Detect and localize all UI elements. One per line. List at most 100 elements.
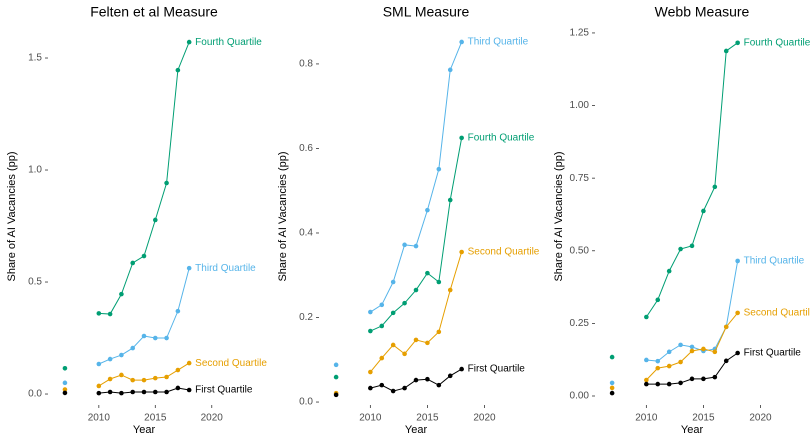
data-point: [368, 385, 373, 391]
series-line: [370, 41, 463, 313]
data-point: [425, 376, 430, 382]
data-point: [333, 362, 339, 368]
data-point: [119, 390, 124, 396]
data-point: [723, 48, 729, 54]
x-tick-label: 2015: [416, 413, 439, 424]
data-point: [62, 390, 68, 396]
data-point: [459, 366, 464, 372]
x-tick-label: 2010: [359, 413, 382, 424]
data-point: [175, 385, 181, 391]
y-tick-label: 0.0: [299, 397, 313, 408]
y-tick-label: 0.0: [28, 389, 42, 400]
data-point: [609, 390, 615, 396]
data-point: [96, 311, 102, 316]
x-axis-title: Year: [681, 424, 704, 436]
series-label: Third Quartile: [744, 256, 805, 267]
y-tick-label: 0.50: [570, 245, 590, 256]
data-point: [678, 380, 683, 386]
data-point: [425, 340, 430, 346]
series-line: [645, 42, 738, 318]
data-point: [425, 207, 430, 213]
series-label: First Quartile: [468, 364, 526, 375]
data-point: [644, 357, 649, 363]
data-point: [141, 253, 147, 259]
data-point: [119, 372, 124, 378]
data-point: [609, 354, 615, 360]
y-tick-label: 1.00: [570, 100, 590, 111]
panel-title: SML Measure: [383, 4, 470, 20]
data-point: [379, 323, 385, 329]
data-point: [689, 376, 695, 382]
series-label: First Quartile: [195, 385, 253, 396]
data-point: [413, 287, 419, 293]
data-point: [644, 314, 649, 320]
data-point: [62, 380, 68, 386]
data-point: [402, 242, 407, 248]
data-point: [723, 324, 729, 330]
data-point: [666, 381, 672, 387]
data-point: [62, 387, 68, 392]
data-point: [152, 375, 158, 381]
data-point: [141, 333, 147, 339]
data-point: [447, 197, 453, 203]
data-point: [689, 243, 695, 249]
data-point: [609, 385, 615, 391]
data-point: [436, 166, 442, 172]
data-point: [678, 342, 683, 348]
data-point: [186, 265, 192, 271]
x-tick-label: 2020: [473, 413, 496, 424]
y-axis-title: Share of AI Vacancies (pp): [553, 151, 565, 281]
data-point: [666, 349, 672, 355]
data-point: [447, 287, 453, 293]
data-point: [712, 349, 718, 355]
data-point: [390, 342, 396, 348]
data-point: [402, 351, 407, 357]
series-line: [98, 41, 190, 315]
series-label: Third Quartile: [468, 37, 529, 48]
data-point: [130, 377, 136, 383]
data-point: [62, 365, 68, 371]
data-point: [413, 243, 419, 249]
y-tick-label: 0.00: [570, 391, 590, 402]
series-line: [369, 251, 463, 373]
data-point: [735, 350, 740, 356]
data-point: [107, 389, 113, 395]
data-point: [701, 376, 706, 382]
y-tick-label: 1.5: [28, 53, 42, 64]
data-point: [436, 382, 442, 388]
data-point: [712, 374, 718, 380]
data-point: [119, 291, 124, 297]
data-point: [666, 363, 672, 369]
series-line: [98, 362, 190, 387]
y-tick-label: 0.8: [299, 59, 313, 70]
data-point: [368, 309, 373, 315]
data-point: [425, 270, 430, 276]
data-point: [390, 310, 396, 316]
data-point: [141, 377, 147, 383]
data-point: [107, 356, 113, 362]
data-point: [130, 389, 136, 395]
series-label: Second Quartile: [468, 247, 540, 258]
y-tick-label: 1.25: [570, 28, 590, 39]
data-point: [368, 369, 373, 375]
data-point: [644, 377, 649, 383]
data-point: [701, 208, 706, 214]
data-point: [689, 348, 695, 354]
series-label: First Quartile: [744, 348, 802, 359]
data-point: [152, 217, 158, 223]
series-line: [370, 137, 463, 332]
x-tick-label: 2010: [635, 413, 658, 424]
data-point: [447, 373, 453, 379]
data-point: [186, 387, 192, 393]
series-label: Fourth Quartile: [195, 37, 262, 48]
data-point: [655, 381, 661, 387]
series-line: [98, 268, 190, 365]
data-point: [107, 376, 113, 382]
y-tick-label: 0.25: [570, 318, 590, 329]
x-tick-label: 2015: [144, 413, 167, 424]
series-label: Fourth Quartile: [468, 133, 535, 144]
data-point: [164, 389, 169, 395]
data-point: [186, 39, 192, 45]
data-point: [141, 389, 147, 395]
